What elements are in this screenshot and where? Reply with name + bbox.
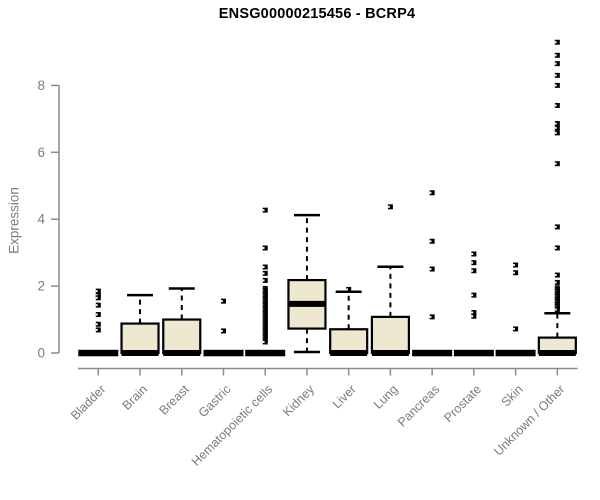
x-tick-label: Pancreas <box>395 382 442 429</box>
outlier-point <box>95 288 101 294</box>
x-tick-label: Liver <box>330 382 359 411</box>
outlier-point <box>513 262 519 268</box>
x-tick-label: Lung <box>371 382 401 412</box>
outlier-point <box>387 204 393 210</box>
outlier-point <box>429 238 435 244</box>
box-group-unknown-other <box>537 39 577 356</box>
box-group-skin <box>495 262 536 357</box>
y-tick-label: 8 <box>37 78 45 93</box>
chart-title: ENSG00000215456 - BCRP4 <box>218 6 416 22</box>
outlier-point <box>554 52 560 58</box>
outlier-point <box>554 61 560 67</box>
outlier-point <box>471 292 477 298</box>
x-tick-label: Breast <box>156 382 192 418</box>
outlier-point <box>429 314 435 320</box>
x-tick-label: Brain <box>120 382 151 413</box>
outlier-point <box>471 313 477 319</box>
outlier-point <box>554 245 560 251</box>
outlier-point <box>554 82 560 88</box>
outlier-point <box>513 270 519 276</box>
outlier-point <box>262 207 268 213</box>
outlier-point <box>346 286 352 292</box>
outlier-point <box>429 190 435 196</box>
x-tick-label: Gastric <box>196 382 234 420</box>
outlier-point <box>554 130 560 136</box>
outlier-point <box>262 270 268 276</box>
box-group-prostate <box>453 251 494 357</box>
x-tick-label: Kidney <box>280 382 317 419</box>
box-group-kidney <box>287 213 327 354</box>
y-tick-label: 2 <box>37 279 45 294</box>
y-tick-label: 0 <box>37 346 45 361</box>
box-group-lung <box>370 204 411 356</box>
outlier-point <box>95 327 101 333</box>
outlier-point <box>262 245 268 251</box>
outlier-point <box>220 298 226 304</box>
x-tick-label: Skin <box>499 382 526 409</box>
outlier-point <box>554 39 560 45</box>
outlier-point <box>471 260 477 266</box>
x-tick-label: Bladder <box>68 382 108 422</box>
outlier-point <box>554 72 560 78</box>
y-tick-label: 6 <box>37 145 45 160</box>
outlier-point <box>554 307 560 313</box>
outlier-point <box>95 312 101 318</box>
outlier-point <box>513 326 519 332</box>
outlier-point <box>262 277 268 283</box>
outlier-point <box>471 251 477 257</box>
box-group-hematopoietic-cells <box>245 207 286 357</box>
outlier-point <box>95 302 101 308</box>
outlier-point <box>554 279 560 285</box>
outlier-point <box>220 328 226 334</box>
box-group-liver <box>329 286 369 356</box>
box-group-breast <box>162 287 202 356</box>
outlier-point <box>95 321 101 327</box>
y-tick-label: 4 <box>37 212 45 227</box>
x-tick-label: Unknown / Other <box>491 382 567 458</box>
outlier-point <box>429 266 435 272</box>
outlier-point <box>554 272 560 278</box>
outlier-point <box>262 339 268 345</box>
outlier-point <box>554 224 560 230</box>
outlier-point <box>554 121 560 127</box>
outlier-point <box>471 310 477 316</box>
outlier-point <box>554 161 560 167</box>
box-group-pancreas <box>412 190 453 357</box>
outlier-point <box>95 292 101 298</box>
outlier-point <box>554 125 560 131</box>
x-tick-label: Prostate <box>441 382 484 425</box>
outlier-point <box>95 295 101 301</box>
y-axis: 0 2 4 6 8 <box>37 78 60 361</box>
box-group-bladder <box>78 288 119 357</box>
outlier-point <box>262 264 268 270</box>
outlier-point <box>554 102 560 108</box>
box-group-gastric <box>203 298 244 357</box>
box-group-brain <box>120 293 160 356</box>
outlier-point <box>471 268 477 274</box>
x-tick-label: Hematopoietic cells <box>189 382 276 469</box>
